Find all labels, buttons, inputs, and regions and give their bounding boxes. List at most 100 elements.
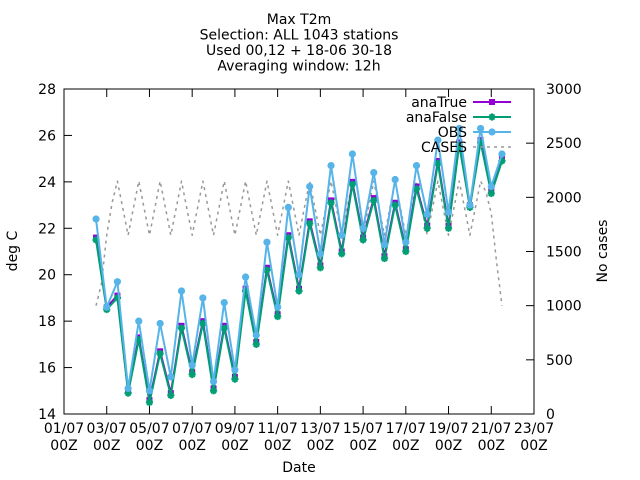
y2-tick-label: 1000: [546, 299, 582, 315]
data-point: [231, 366, 239, 374]
title-line: Max T2m: [267, 12, 332, 28]
data-point: [156, 319, 164, 328]
y2-tick-label: 1500: [546, 245, 582, 261]
x-tick-label: 00Z: [178, 438, 205, 454]
legend-label: anaTrue: [411, 95, 467, 111]
data-point: [316, 250, 324, 258]
legend-label: OBS: [438, 125, 467, 141]
data-point: [274, 303, 282, 311]
y-tick-label: 28: [38, 82, 56, 98]
data-point: [113, 278, 122, 286]
data-point: [220, 324, 228, 332]
x-tick-label: 01/07: [44, 421, 84, 437]
x-tick-label: 00Z: [221, 438, 248, 454]
x-tick-label: 19/07: [428, 421, 468, 437]
x-tick-label: 00Z: [478, 438, 505, 454]
y-tick-label: 14: [38, 407, 56, 423]
data-point: [156, 350, 164, 358]
axes: 14 16 18 20 22 24 26 28 0 500 1000 1500 2000 2500 3000…: [5, 82, 611, 476]
data-point: [327, 199, 335, 207]
data-point: [487, 189, 495, 198]
data-point: [295, 287, 303, 295]
y2-tick-label: 0: [546, 407, 555, 423]
data-point: [370, 168, 378, 177]
data-point: [359, 236, 367, 244]
data-point: [488, 128, 496, 136]
data-point: [177, 287, 186, 295]
data-point: [434, 136, 442, 144]
data-point: [284, 203, 292, 211]
title-line: Averaging window: 12h: [217, 59, 380, 75]
x-tick-label: 00Z: [264, 438, 291, 454]
data-point: [145, 387, 154, 395]
x-axis-label: Date: [282, 460, 315, 476]
x-tick-label: 21/07: [471, 421, 511, 437]
x-tick-label: 13/07: [300, 421, 340, 437]
data-point: [444, 208, 453, 216]
x-tick-label: 00Z: [520, 438, 547, 454]
data-point: [423, 224, 431, 232]
x-tick-label: 09/07: [215, 421, 255, 437]
data-point: [92, 215, 100, 223]
data-point: [167, 391, 175, 400]
data-point: [103, 303, 111, 311]
data-point: [348, 150, 357, 158]
x-tick-label: 00Z: [50, 438, 77, 454]
data-point: [338, 231, 346, 239]
y2-tick-label: 3000: [546, 82, 582, 98]
series-obs: [92, 124, 506, 395]
data-point: [412, 162, 421, 170]
y-axis-label: deg C: [5, 230, 21, 271]
x-tick-label: 07/07: [172, 421, 212, 437]
y2-tick-label: 2500: [546, 136, 582, 152]
data-point: [135, 317, 143, 325]
y2-tick-label: 2000: [546, 190, 582, 206]
data-point: [209, 377, 218, 386]
y2-tick-label: 500: [546, 353, 573, 369]
x-tick-label: 00Z: [136, 438, 163, 454]
x-tick-label: 23/07: [514, 421, 554, 437]
x-tick-label: 00Z: [307, 438, 334, 454]
x-tick-label: 05/07: [129, 421, 169, 437]
data-point: [348, 180, 357, 188]
legend-label: CASES: [421, 140, 467, 156]
data-point: [241, 273, 250, 281]
title-line: Used 00,12 + 18-06 30-18: [206, 43, 392, 59]
data-point: [391, 201, 399, 209]
legend-item-anatrue: anaTrue: [411, 95, 511, 111]
x-tick-label: 00Z: [93, 438, 120, 454]
series-line: [95, 180, 503, 306]
data-point: [199, 294, 207, 302]
data-point: [423, 210, 431, 218]
data-point: [274, 312, 282, 321]
data-point: [359, 224, 367, 232]
data-point: [177, 324, 186, 332]
data-point: [220, 298, 228, 307]
data-point: [402, 238, 410, 246]
data-point: [306, 220, 314, 228]
data-point: [263, 238, 271, 246]
data-point: [488, 113, 496, 121]
data-point: [306, 182, 314, 191]
title-line: Selection: ALL 1043 stations: [200, 28, 399, 44]
legend-item-cases: CASES: [421, 140, 511, 156]
data-point: [444, 224, 453, 232]
y-tick-label: 22: [38, 221, 56, 237]
x-tick-label: 00Z: [392, 438, 419, 454]
data-point: [209, 387, 218, 395]
y-tick-label: 16: [38, 361, 56, 377]
y-tick-label: 24: [38, 175, 56, 191]
y-tick-label: 18: [38, 314, 56, 330]
x-tick-label: 00Z: [349, 438, 376, 454]
legend-item-anafalse: anaFalse: [406, 110, 511, 126]
series-cases: [95, 180, 503, 306]
data-point: [167, 373, 175, 381]
data-point: [327, 162, 335, 170]
data-point: [402, 247, 410, 256]
data-point: [380, 240, 389, 249]
data-point: [252, 340, 260, 348]
data-point: [295, 271, 303, 279]
series-anafalse: [92, 138, 506, 406]
